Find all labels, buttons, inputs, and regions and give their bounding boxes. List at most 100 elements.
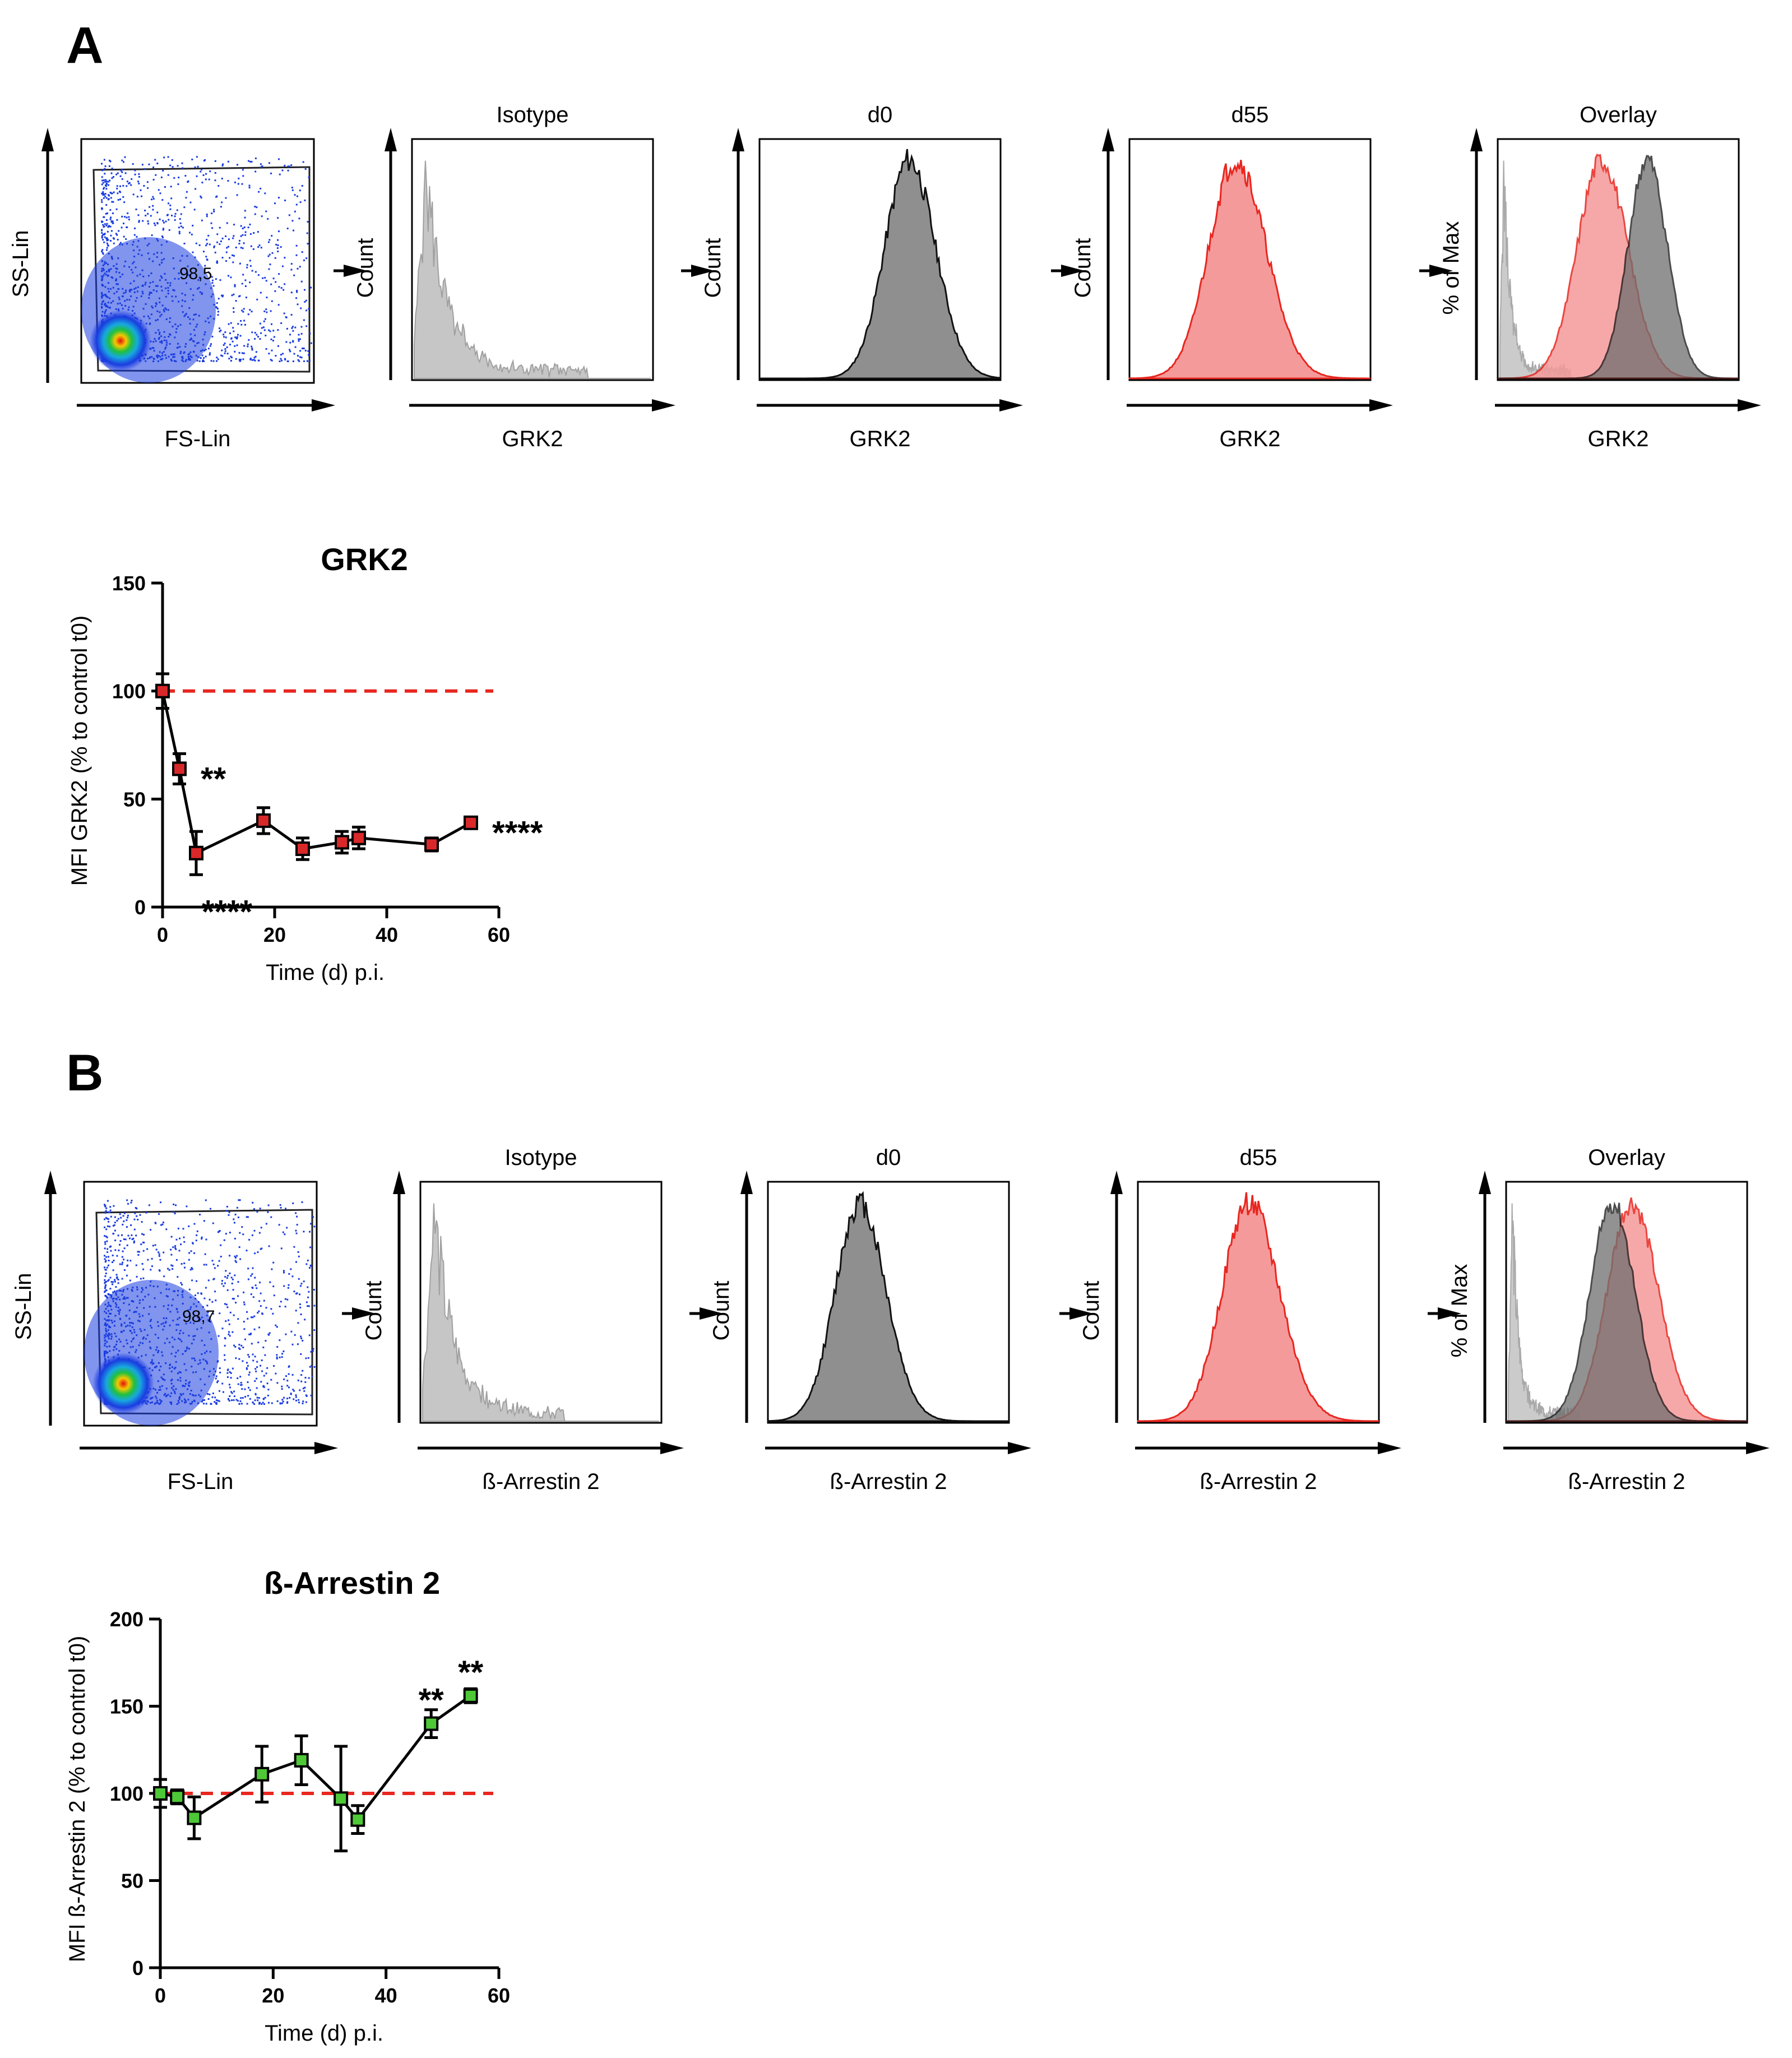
event-dot [279,360,281,362]
event-dot [288,1273,290,1275]
event-dot [148,1204,150,1206]
event-dot [256,1387,258,1389]
event-dot [266,1382,268,1385]
histogram-d55: d55 Count ß-Arrestin 2 [1059,1145,1401,1494]
event-dot [117,199,119,201]
event-dot [246,1367,248,1369]
event-dot [307,1286,309,1288]
event-dot [191,159,193,160]
event-dot [127,1214,129,1217]
event-dot [283,1350,285,1352]
event-dot [231,294,233,297]
event-dot [255,351,257,353]
event-dot [226,1306,229,1308]
event-dot [101,249,104,251]
event-dot [177,1227,179,1229]
event-dot [137,1219,139,1220]
event-dot [108,1279,110,1281]
event-dot [109,192,112,193]
event-dot [248,1386,250,1389]
histogram-title: d0 [868,103,893,127]
event-dot [239,1199,241,1201]
event-dot [262,1402,264,1404]
event-dot [219,279,221,281]
event-dot [241,283,243,285]
event-dot [217,1265,219,1267]
event-dot [295,1232,298,1234]
event-dot [237,1281,239,1283]
event-dot [302,161,304,163]
event-dot [284,283,286,285]
event-dot [147,212,149,215]
event-dot [300,280,303,283]
event-dot [197,165,199,168]
event-dot [310,1351,312,1353]
event-dot [112,1261,113,1263]
panel-b: B 98,7 SS-Lin FS-Lin Isotype Count ß-Arrestin … [11,1044,1770,1494]
event-dot [165,220,167,223]
event-dot [110,172,113,174]
event-dot [226,1289,229,1291]
event-dot [285,1208,287,1210]
event-dot [191,233,193,235]
event-dot [261,1359,263,1361]
event-dot [290,269,293,271]
event-dot [226,222,228,224]
histogram-d55: d55 Count GRK2 [1051,103,1393,451]
event-dot [136,196,138,198]
event-dot [283,1378,285,1380]
event-dot [127,1264,128,1266]
event-dot [257,231,259,233]
event-dot [277,217,279,219]
event-dot [200,195,202,197]
event-dot [295,204,298,206]
event-dot [154,1244,156,1246]
event-dot [118,1249,120,1251]
event-dot [207,1311,209,1314]
event-dot [124,172,127,174]
event-dot [305,257,308,260]
event-dot [209,1393,211,1395]
event-dot [304,300,306,303]
panel-label: A [66,17,103,74]
event-dot [115,1286,117,1288]
event-dot [107,239,109,241]
event-dot [226,1372,229,1374]
event-dot [260,1227,262,1229]
event-dot [183,206,186,209]
event-dot [114,1280,116,1283]
event-dot [260,1292,262,1294]
event-dot [221,178,223,180]
event-dot [104,1279,106,1281]
event-dot [104,1291,106,1293]
event-dot [162,229,164,231]
event-dot [279,173,281,175]
event-dot [103,216,105,218]
flow-arrow-head [1438,1307,1461,1320]
histogram-y-arrow-head [1102,128,1114,151]
event-dot [237,1383,239,1385]
event-dot [108,184,109,186]
event-dot [210,1208,211,1210]
event-dot [211,282,214,284]
event-dot [220,1244,222,1246]
x-tick-label: 60 [488,1984,510,2007]
event-dot [258,1326,260,1329]
event-dot [218,1260,220,1262]
event-dot [167,156,169,158]
event-dot [121,178,123,180]
event-dot [297,1379,299,1381]
event-dot [141,164,143,166]
histogram-x-arrow-head [999,399,1023,411]
event-dot [228,1331,230,1333]
event-dot [200,1292,202,1294]
histogram-title: Isotype [497,103,569,127]
event-dot [307,243,309,245]
event-dot [309,359,311,362]
data-point [424,1716,439,1731]
event-dot [240,323,243,326]
event-dot [135,1234,137,1237]
event-dot [230,355,232,358]
event-dot [247,1395,249,1397]
event-dot [248,160,249,162]
